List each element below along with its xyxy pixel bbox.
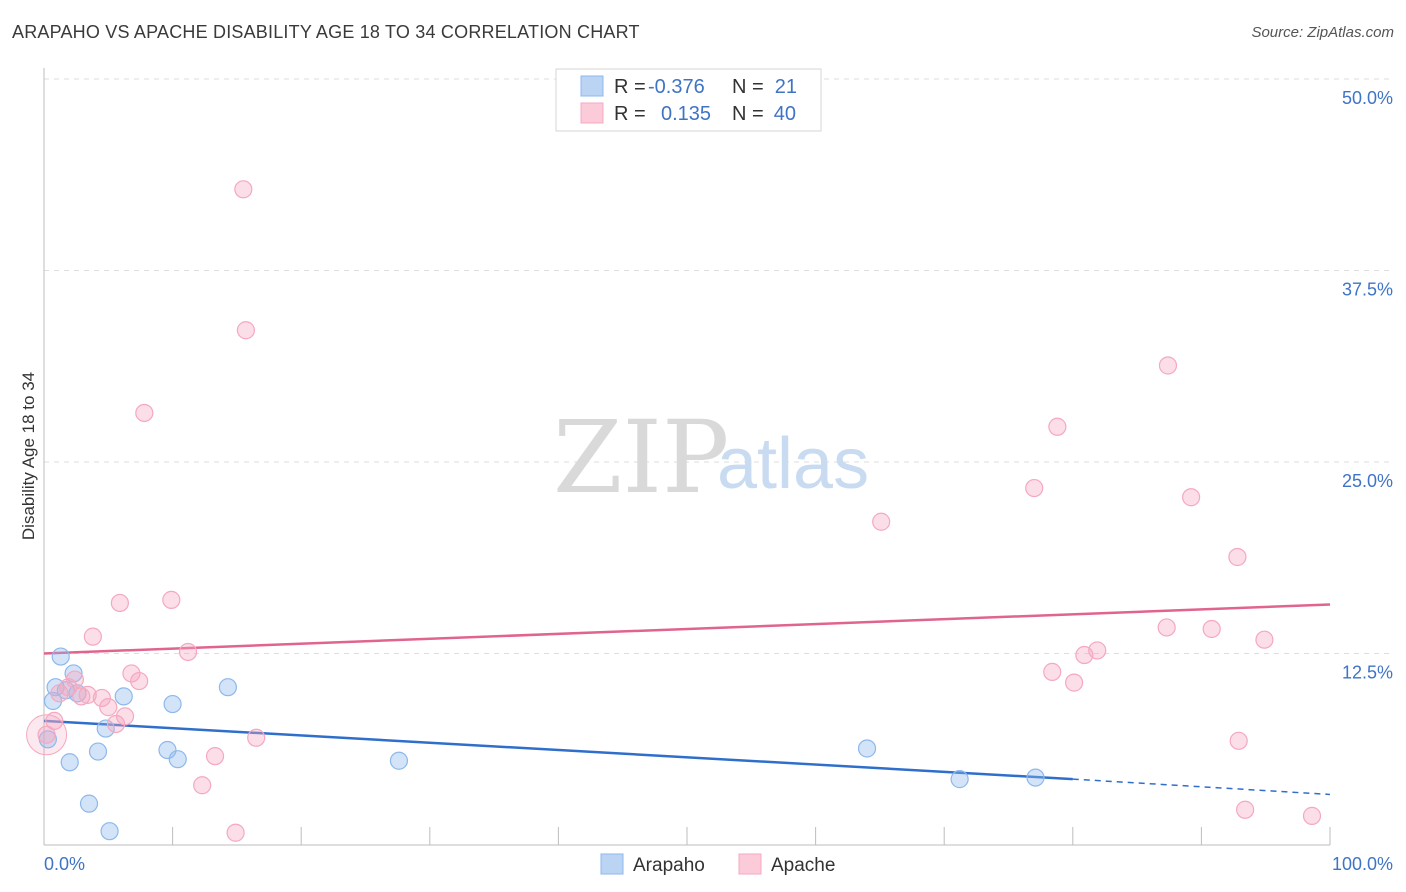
apache-point-30	[1088, 641, 1107, 660]
apache-point-9	[99, 698, 118, 717]
apache-point-33	[1182, 488, 1201, 507]
stats-legend: R = -0.376 N = 21 R = 0.135 N = 40	[555, 68, 822, 132]
arapaho-point-13	[158, 740, 177, 760]
arapaho-point-12	[114, 687, 133, 706]
apache-point-37	[1236, 800, 1255, 819]
series-legend: Arapaho Apache	[600, 853, 835, 876]
arapaho-point-16	[218, 678, 237, 697]
series-legend-label-apache: Apache	[771, 855, 835, 876]
legend-n-value-apache: 40	[774, 103, 796, 125]
y-tick-label-0: 12.5%	[1342, 663, 1393, 683]
apache-point-28	[1064, 673, 1084, 692]
legend-n-label-apache: N =	[732, 103, 764, 125]
apache-point-4	[65, 670, 84, 689]
apache-point-24	[872, 512, 891, 531]
arapaho-point-10	[96, 719, 115, 738]
arapaho-point-18	[857, 739, 877, 758]
y-axis-label: Disability Age 18 to 34	[19, 372, 38, 540]
apache-point-14	[130, 671, 149, 691]
apache-point-35	[1228, 547, 1247, 567]
trend-line-arapaho	[43, 719, 1073, 781]
apache-point-12	[115, 707, 135, 726]
apache-point-17	[178, 642, 198, 662]
apache-point-31	[1157, 618, 1176, 637]
apache-point-20	[226, 823, 245, 842]
legend-n-label-arapaho: N =	[732, 76, 764, 98]
apache-point-19	[205, 747, 225, 766]
legend-n-value-arapaho: 21	[775, 76, 797, 98]
y-tick-label-3: 50.0%	[1342, 88, 1393, 108]
axes	[43, 68, 1331, 846]
apache-point-11	[110, 593, 129, 613]
series-legend-label-arapaho: Arapaho	[633, 855, 705, 876]
apache-point-1	[45, 711, 64, 731]
apache-point-16	[162, 590, 181, 609]
data-points	[26, 180, 1322, 842]
arapaho-point-15	[168, 750, 187, 769]
apache-point-7	[83, 627, 102, 646]
apache-point-23	[247, 728, 266, 747]
apache-point-18	[193, 776, 212, 795]
apache-point-26	[1043, 662, 1062, 681]
apache-point-8	[92, 688, 111, 708]
apache-cluster-point	[26, 714, 68, 756]
apache-point-22	[236, 321, 256, 340]
watermark-zip: ZIP	[553, 399, 729, 516]
arapaho-point-9	[88, 742, 108, 761]
arapaho-point-6	[64, 664, 83, 683]
apache-point-34	[1202, 619, 1221, 639]
apache-point-36	[1229, 731, 1248, 750]
apache-point-5	[72, 687, 91, 706]
watermark: ZIP atlas	[553, 399, 869, 516]
arapaho-point-11	[100, 822, 119, 841]
y-tick-labels: 12.5% 25.0% 37.5% 50.0%	[1342, 88, 1393, 683]
arapaho-point-19	[950, 770, 969, 789]
arapaho-point-8	[79, 794, 99, 813]
x-tick-label-max: 100.0%	[1332, 854, 1393, 874]
trend-line-apache	[43, 603, 1331, 655]
y-tick-label-1: 25.0%	[1342, 471, 1393, 491]
watermark-atlas: atlas	[717, 424, 869, 504]
arapaho-point-5	[60, 753, 79, 772]
apache-point-15	[135, 403, 154, 423]
apache-point-32	[1158, 356, 1178, 375]
chart-source: Source: ZipAtlas.com	[1251, 24, 1394, 41]
apache-point-2	[50, 684, 69, 703]
legend-swatch-apache	[580, 102, 604, 124]
apache-point-38	[1255, 630, 1274, 649]
arapaho-point-14	[163, 694, 182, 714]
series-legend-swatch-apache	[738, 853, 762, 875]
apache-point-13	[122, 664, 141, 683]
legend-r-value-arapaho: -0.376	[648, 76, 705, 98]
apache-point-27	[1048, 417, 1067, 436]
legend-r-value-apache: 0.135	[661, 103, 711, 125]
apache-point-0	[37, 725, 56, 744]
trend-line-extension-arapaho	[1072, 778, 1331, 796]
arapaho-point-17	[389, 751, 409, 770]
series-legend-swatch-arapaho	[600, 853, 624, 875]
trend-lines	[43, 603, 1331, 796]
legend-r-label-arapaho: R =	[614, 76, 646, 98]
y-tick-label-2: 37.5%	[1342, 280, 1393, 300]
apache-point-25	[1025, 478, 1044, 498]
gridlines	[44, 78, 1392, 654]
apache-point-21	[234, 180, 253, 199]
legend-r-label-apache: R =	[614, 103, 646, 125]
chart-title: ARAPAHO VS APACHE DISABILITY AGE 18 TO 3…	[12, 22, 640, 42]
x-tick-label-min: 0.0%	[44, 854, 85, 874]
arapaho-point-3	[51, 647, 70, 666]
arapaho-point-20	[1026, 768, 1045, 787]
apache-point-6	[78, 685, 97, 704]
legend-swatch-arapaho	[580, 75, 604, 97]
apache-point-39	[1302, 806, 1322, 825]
